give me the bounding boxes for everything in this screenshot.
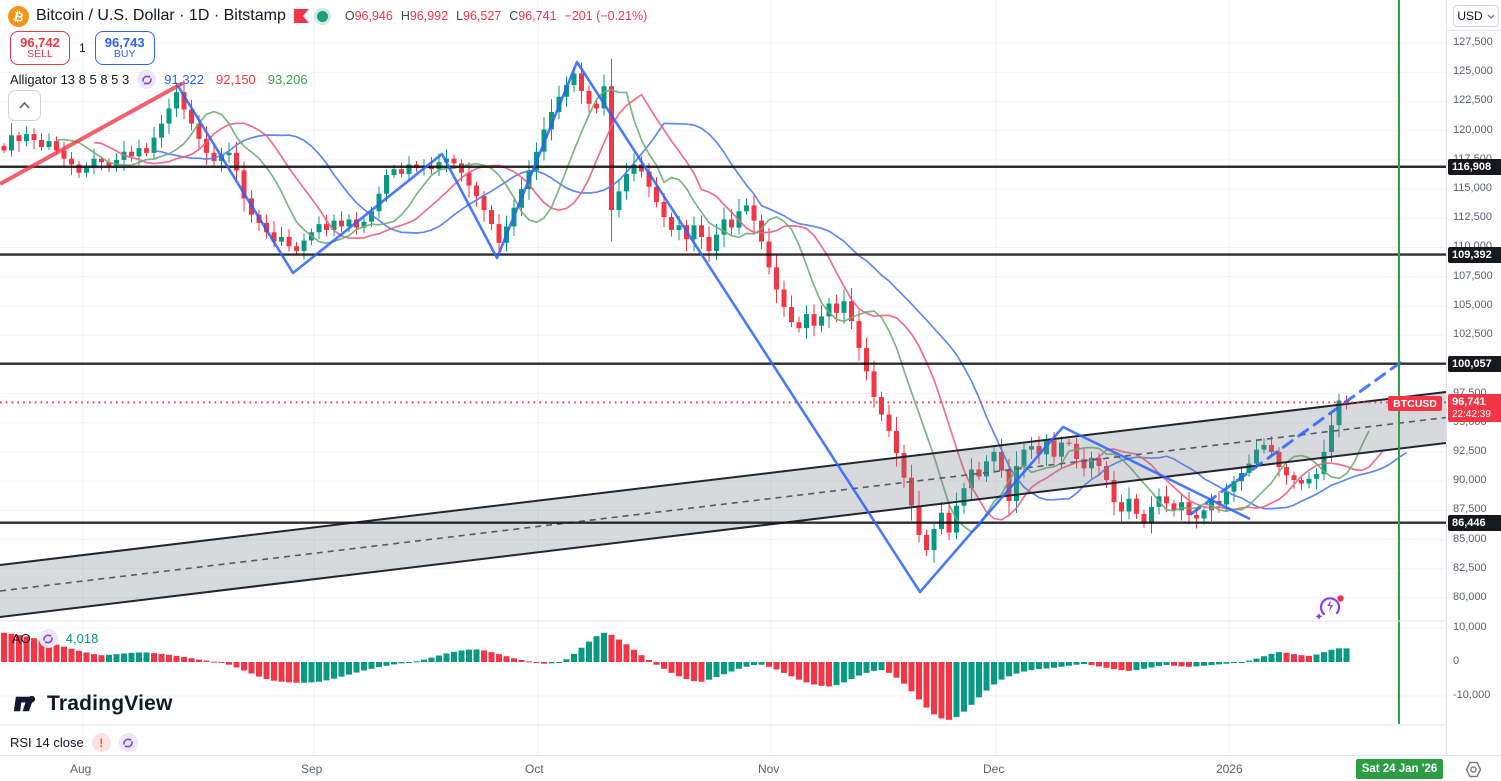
go-to-date-label[interactable]: Sat 24 Jan '26 [1356,759,1443,779]
price-tick: 102,500 [1453,328,1493,341]
ao-histogram[interactable] [1,632,1350,720]
red-trendline[interactable] [0,81,184,186]
current-price-label: 96,741 [1452,396,1486,409]
ohlc-values: O96,946 H96,992 L96,527 C96,741 −201 (−0… [344,9,648,23]
change-value: −201 (−0.21%) [564,9,648,23]
price-tick: 10,000 [1453,621,1487,633]
price-tick: 112,500 [1453,211,1492,224]
spread-value: 1 [79,41,86,55]
currency-dropdown[interactable]: USD [1453,5,1499,27]
level-price-label: 116,908 [1448,158,1501,175]
price-tick: 85,000 [1453,532,1487,545]
ao-legend: AO 4,018 [12,629,98,648]
level-price-label: 109,392 [1448,246,1501,263]
high-value: 96,992 [409,9,449,23]
parallel-channel[interactable] [0,391,1446,618]
price-scale-header: USD [1447,0,1501,31]
open-value: 96,946 [354,9,393,23]
sell-button[interactable]: 96,742 SELL [10,31,70,65]
time-scale[interactable]: Sat 24 Jan '26 Aug Sep Oct Nov Dec 2026 [0,755,1501,781]
price-chart-canvas[interactable] [0,0,1446,755]
lightning-refresh-icon[interactable] [1314,592,1346,622]
price-tick: 125,000 [1453,65,1493,78]
chevron-down-icon [1487,14,1495,19]
time-tick-aug: Aug [70,762,92,776]
price-tick: 120,000 [1453,123,1493,136]
ao-title[interactable]: AO [12,631,31,646]
timezone-settings-icon[interactable] [1464,760,1483,779]
level-price-label: 86,446 [1448,514,1501,531]
buy-button[interactable]: 96,743 BUY [94,31,155,65]
collapse-legend-button[interactable] [8,90,41,121]
rsi-warning-icon[interactable]: ! [91,733,111,752]
alligator-teeth-value: 92,150 [216,72,256,87]
current-price-axis-label: 96,741 22:42:39 [1448,394,1501,423]
ao-refresh-icon[interactable] [38,629,58,648]
price-tick: -10,000 [1453,689,1491,701]
price-tick: 0 [1453,655,1460,667]
price-scale[interactable]: USD 127,500125,000122,500120,000117,5001… [1446,0,1501,755]
dashed-trend-projection[interactable] [1189,360,1403,516]
alligator-lips-line[interactable] [56,89,1370,533]
ao-value: 4,018 [65,631,99,646]
time-tick-oct: Oct [525,762,544,776]
close-value: 96,741 [518,9,557,23]
price-tick: 82,500 [1453,561,1487,574]
trade-panel: 96,742 SELL 1 96,743 BUY [10,31,155,65]
tradingview-logo-icon [13,695,36,712]
low-value: 96,527 [463,9,502,23]
price-tick: 105,000 [1453,298,1493,311]
rsi-title[interactable]: RSI 14 close [10,735,84,750]
price-tick: 92,500 [1453,444,1487,457]
price-tick: 80,000 [1453,591,1487,603]
tradingview-watermark[interactable]: TradingView [12,690,173,717]
price-tick: 107,500 [1453,269,1493,282]
time-tick-dec: Dec [983,762,1005,776]
alligator-teeth-line[interactable] [93,93,1385,521]
alligator-title[interactable]: Alligator 13 8 5 8 5 3 [10,72,130,87]
bar-countdown: 22:42:39 [1452,408,1491,420]
svg-text:₿: ₿ [12,9,25,25]
zigzag-line[interactable] [176,60,1251,594]
alligator-legend: Alligator 13 8 5 8 5 3 91,322 92,150 93,… [10,70,308,89]
alligator-lips-value: 93,206 [267,72,308,87]
time-tick-sep: Sep [301,762,323,776]
watermark-text: TradingView [47,691,173,715]
alligator-refresh-icon[interactable] [137,70,157,89]
price-tick: 90,000 [1453,474,1487,487]
flag-icon[interactable] [293,8,310,24]
rsi-legend: RSI 14 close ! [10,733,138,752]
time-tick-2026: 2026 [1216,762,1243,776]
chevron-up-icon [19,102,30,109]
alligator-jaw-value: 91,322 [164,72,205,87]
symbol-title[interactable]: Bitcoin / U.S. Dollar · 1D · Bitstamp [36,7,286,24]
time-tick-nov: Nov [758,762,780,776]
rsi-refresh-icon[interactable] [118,733,138,752]
price-tick: 127,500 [1453,36,1493,48]
price-tick: 87,500 [1453,503,1487,516]
price-tick: 122,500 [1453,94,1493,107]
price-tick: 115,000 [1453,182,1492,195]
bitcoin-icon: ₿ [8,5,29,27]
current-symbol-pill: BTCUSD [1388,396,1442,411]
level-price-label: 100,057 [1448,355,1501,372]
market-status-icon[interactable] [316,10,328,22]
symbol-legend: ₿ Bitcoin / U.S. Dollar · 1D · Bitstamp … [8,5,647,27]
horizontal-level-lines[interactable] [0,165,1446,524]
